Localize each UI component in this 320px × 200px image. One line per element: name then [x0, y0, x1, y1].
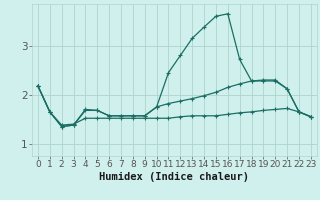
X-axis label: Humidex (Indice chaleur): Humidex (Indice chaleur) — [100, 172, 249, 182]
